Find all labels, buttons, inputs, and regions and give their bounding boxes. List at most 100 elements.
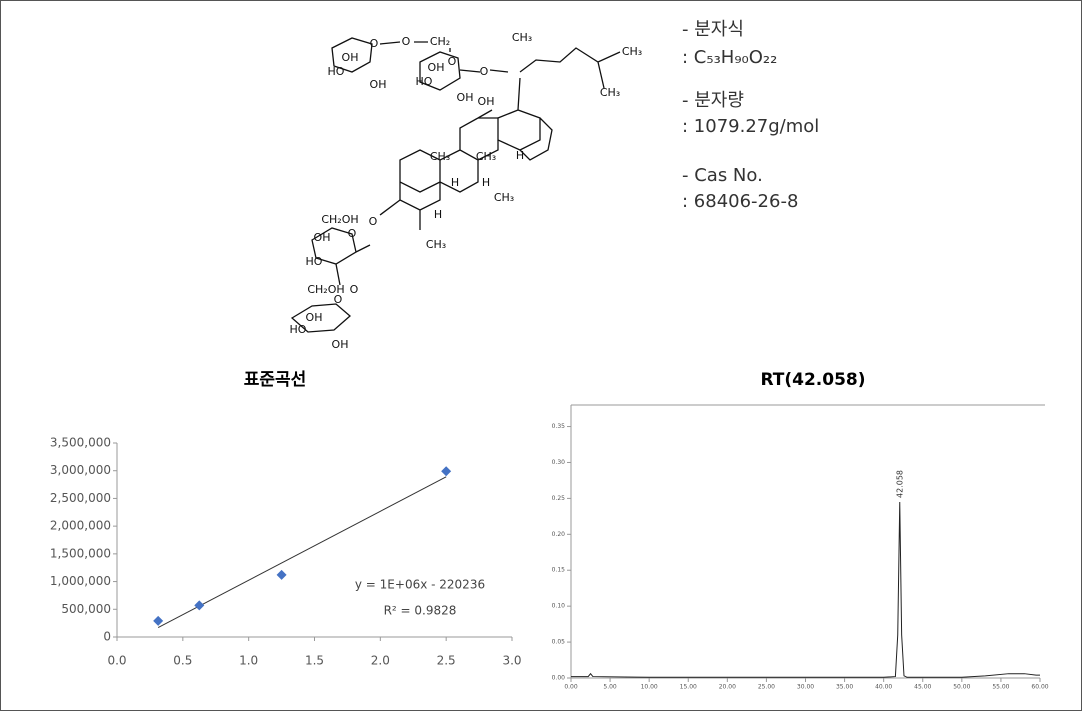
chart-title: RT(42.058) xyxy=(760,370,865,390)
y-tick-label: 1,000,000 xyxy=(50,574,111,588)
x-tick-label: 0.5 xyxy=(173,654,192,668)
atom-label: H xyxy=(516,149,524,162)
molecule-bonds xyxy=(290,37,621,333)
y-tick-label: 0.20 xyxy=(552,531,566,538)
rings xyxy=(399,117,499,230)
atom-label: OH xyxy=(428,61,445,74)
y-tick-label: 0.35 xyxy=(552,423,566,430)
atom-label: HO xyxy=(306,255,323,268)
atom-label: OH xyxy=(457,91,474,104)
atom-label: O xyxy=(348,227,357,240)
x-tick-label: 1.5 xyxy=(305,654,324,668)
atom-label: CH₂OH xyxy=(321,213,358,226)
y-tick-label: 3,500,000 xyxy=(50,436,111,450)
point xyxy=(194,600,205,611)
atom-label: O xyxy=(480,65,489,78)
atom-label: O xyxy=(370,37,379,50)
y-tick-label: 0.05 xyxy=(552,639,566,646)
formula-label: - 분자식 xyxy=(682,19,744,40)
atom-label: CH₂ xyxy=(430,35,450,48)
bond xyxy=(379,109,493,216)
x-tick-label: 40.00 xyxy=(875,684,892,691)
atom-label: OH xyxy=(478,95,495,108)
chromatogram-line xyxy=(571,501,1040,678)
sugar-ring xyxy=(311,227,371,286)
y-tick-label: 1,500,000 xyxy=(50,546,111,560)
x-tick-label: 60.00 xyxy=(1031,684,1048,691)
atom-label: OH xyxy=(332,338,349,351)
weight: : 1079.27g/mol xyxy=(682,116,819,137)
atom-label: HO xyxy=(328,65,345,78)
atom-label: CH₂OH xyxy=(307,283,344,296)
atom-label: O xyxy=(448,55,457,68)
point xyxy=(276,569,287,580)
y-tick-label: 0.25 xyxy=(552,495,566,502)
sugar-ring xyxy=(419,51,461,91)
y-tick-label: 0 xyxy=(103,630,111,644)
x-tick-label: 2.0 xyxy=(371,654,390,668)
x-tick-label: 25.00 xyxy=(758,684,775,691)
point xyxy=(153,615,164,626)
atom-label: CH₃ xyxy=(426,238,446,251)
atom-label: CH₃ xyxy=(512,31,532,44)
trendline xyxy=(157,476,447,629)
atom-label: H xyxy=(482,176,490,189)
x-tick-label: 0.00 xyxy=(564,684,578,691)
atom-label: CH₃ xyxy=(476,150,496,163)
atom-label: HO xyxy=(416,75,433,88)
x-tick-label: 5.00 xyxy=(603,684,617,691)
atom-label: HO xyxy=(290,323,307,336)
atom-label: H xyxy=(434,208,442,221)
info-panel: - 분자식 : C₅₃H₉₀O₂₂ - 분자량 : 1079.27g/mol -… xyxy=(682,19,819,212)
x-tick-label: 2.5 xyxy=(437,654,456,668)
x-tick-label: 1.0 xyxy=(239,654,258,668)
weight-label: - 분자량 xyxy=(682,90,744,111)
x-tick-label: 45.00 xyxy=(914,684,931,691)
ring xyxy=(497,77,553,161)
bond xyxy=(379,41,428,45)
atom-label: OH xyxy=(342,51,359,64)
x-tick-label: 15.00 xyxy=(680,684,697,691)
bond xyxy=(449,47,621,89)
x-tick-label: 55.00 xyxy=(992,684,1009,691)
sugar-ring xyxy=(331,37,373,73)
atom-label: O xyxy=(350,283,359,296)
peak-label: 42.058 xyxy=(895,470,904,498)
atom-label: O xyxy=(369,215,378,228)
atom-label: OH xyxy=(306,311,323,324)
atom-label: CH₃ xyxy=(494,191,514,204)
y-tick-label: 2,500,000 xyxy=(50,491,111,505)
x-tick-label: 20.00 xyxy=(719,684,736,691)
atom-label: OH xyxy=(370,78,387,91)
atom-label: O xyxy=(402,35,411,48)
atom-label: H xyxy=(451,176,459,189)
cas: : 68406-26-8 xyxy=(682,191,798,212)
x-tick-label: 35.00 xyxy=(836,684,853,691)
formula: : C₅₃H₉₀O₂₂ xyxy=(682,47,777,68)
chart-title: 표준곡선 xyxy=(244,370,307,390)
atom-label: O xyxy=(334,293,343,306)
x-tick-label: 30.00 xyxy=(797,684,814,691)
atom-label: CH₃ xyxy=(600,86,620,99)
y-tick-label: 0.00 xyxy=(552,675,566,682)
sugar-ring xyxy=(290,303,351,333)
annotation: R² = 0.9828 xyxy=(384,604,457,618)
y-tick-label: 0.30 xyxy=(552,459,566,466)
x-tick-label: 0.0 xyxy=(107,654,126,668)
y-tick-label: 500,000 xyxy=(61,602,111,616)
atom-label: CH₃ xyxy=(622,45,642,58)
cas-label: - Cas No. xyxy=(682,165,763,186)
x-tick-label: 10.00 xyxy=(641,684,658,691)
x-tick-label: 50.00 xyxy=(953,684,970,691)
point xyxy=(441,466,452,477)
atom-label: OH xyxy=(314,231,331,244)
atom-label: CH₃ xyxy=(430,150,450,163)
x-tick-label: 3.0 xyxy=(502,654,521,668)
y-tick-label: 0.15 xyxy=(552,567,566,574)
y-tick-label: 3,000,000 xyxy=(50,463,111,477)
y-tick-label: 2,000,000 xyxy=(50,519,111,533)
annotation: y = 1E+06x - 220236 xyxy=(355,578,485,592)
y-tick-label: 0.10 xyxy=(552,603,566,610)
